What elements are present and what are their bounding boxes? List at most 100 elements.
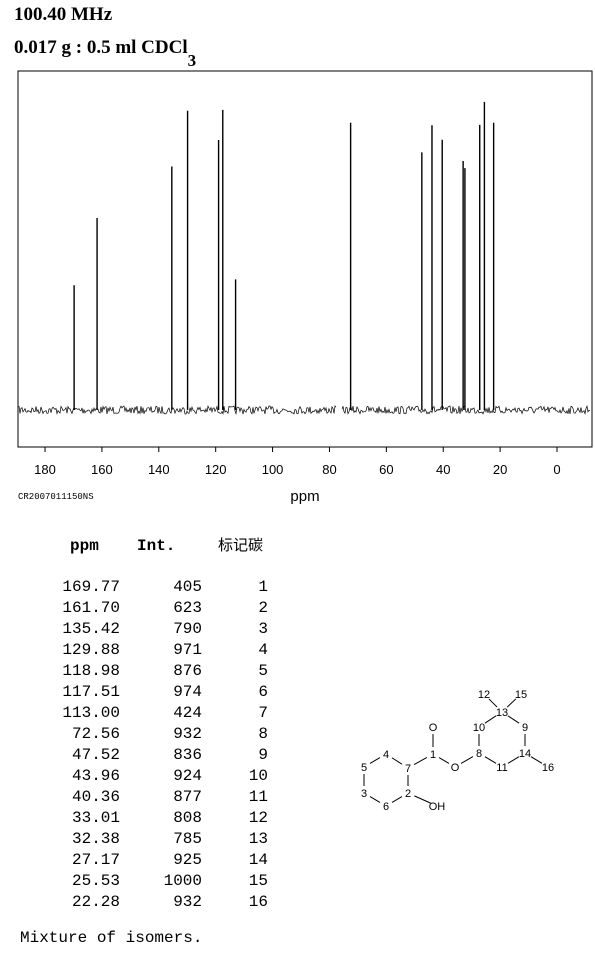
table-cell: 6 <box>258 683 268 701</box>
bond <box>488 698 498 708</box>
table-cell: 40.36 <box>72 788 120 806</box>
table-cell: 1 <box>258 578 268 596</box>
atom-label: 11 <box>496 762 507 774</box>
x-tick-label: 100 <box>262 462 284 477</box>
table-cell: 877 <box>173 788 202 806</box>
table-cell: 33.01 <box>72 809 120 827</box>
bond <box>413 756 428 766</box>
bond <box>438 757 450 764</box>
atom-label: 2 <box>405 788 411 800</box>
atom-label: 3 <box>361 788 367 800</box>
atom-label: 1 <box>430 749 436 761</box>
sample-subscript: 3 <box>188 51 197 70</box>
table-cell: 13 <box>249 830 268 848</box>
column-header: ppm <box>70 537 99 555</box>
x-tick-label: 140 <box>148 462 170 477</box>
atom-label: 14 <box>519 748 531 760</box>
table-cell: 5 <box>258 662 268 680</box>
x-axis-label: ppm <box>290 488 319 505</box>
atom-label: 16 <box>542 762 554 774</box>
bond <box>460 756 474 764</box>
table-cell: 47.52 <box>72 746 120 764</box>
bond <box>507 715 520 724</box>
table-cell: 135.42 <box>62 620 120 638</box>
table-cell: 8 <box>258 725 268 743</box>
note: Mixture of isomers. <box>20 929 202 947</box>
atom-label: 10 <box>473 722 485 734</box>
table-cell: 924 <box>173 767 202 785</box>
x-tick-label: 160 <box>91 462 113 477</box>
table-cell: 405 <box>173 578 202 596</box>
table-cell: 169.77 <box>62 578 120 596</box>
table-cell: 9 <box>258 746 268 764</box>
bond <box>414 795 431 804</box>
table-cell: 161.70 <box>62 599 120 617</box>
table-cell: 32.38 <box>72 830 120 848</box>
atom-label: 6 <box>383 801 389 813</box>
bond <box>530 756 543 764</box>
table-cell: 12 <box>249 809 268 827</box>
x-tick-label: 80 <box>322 462 336 477</box>
table-cell: 22.28 <box>72 893 120 911</box>
x-tick-label: 120 <box>205 462 227 477</box>
table-cell: 836 <box>173 746 202 764</box>
atom-label: 13 <box>496 707 508 719</box>
table-cell: 27.17 <box>72 851 120 869</box>
atom-label: 9 <box>522 722 528 734</box>
table-cell: 785 <box>173 830 202 848</box>
bond <box>484 715 497 724</box>
x-tick-label: 60 <box>379 462 393 477</box>
table-cell: 808 <box>173 809 202 827</box>
table-cell: 25.53 <box>72 872 120 890</box>
table-cell: 117.51 <box>62 683 120 701</box>
atom-label: 15 <box>515 689 527 701</box>
x-tick-label: 40 <box>436 462 450 477</box>
sample: 0.017 g : 0.5 ml CDCl <box>14 37 188 58</box>
baseline-noise <box>18 404 591 415</box>
frequency: 100.40 MHz <box>14 4 113 25</box>
table-cell: 974 <box>173 683 202 701</box>
x-tick-label: 0 <box>553 462 560 477</box>
table-cell: 10 <box>249 767 268 785</box>
table-cell: 14 <box>249 851 268 869</box>
atom-label: O <box>429 722 438 734</box>
table-cell: 113.00 <box>62 704 120 722</box>
plot-frame <box>17 70 593 448</box>
table-cell: 7 <box>258 704 268 722</box>
bond <box>484 756 497 764</box>
table-cell: 2 <box>258 599 268 617</box>
x-tick-label: 180 <box>34 462 56 477</box>
bond <box>369 757 381 764</box>
atom-label: 5 <box>361 762 367 774</box>
table-cell: 971 <box>173 641 202 659</box>
atom-label: O <box>451 762 460 774</box>
table-cell: 790 <box>173 620 202 638</box>
bond <box>506 698 517 708</box>
table-cell: 424 <box>173 704 202 722</box>
table-cell: 925 <box>173 851 202 869</box>
table-cell: 15 <box>249 872 268 890</box>
table-cell: 932 <box>173 725 202 743</box>
table-cell: 72.56 <box>72 725 120 743</box>
x-tick-label: 20 <box>493 462 507 477</box>
column-header: Int. <box>137 537 175 555</box>
table-cell: 623 <box>173 599 202 617</box>
bond <box>507 756 520 764</box>
bond <box>391 757 403 765</box>
table-cell: 16 <box>249 893 268 911</box>
column-header: 标记碳 <box>218 536 263 554</box>
table-cell: 3 <box>258 620 268 638</box>
bond <box>391 796 403 803</box>
table-cell: 4 <box>258 641 268 659</box>
table-cell: 932 <box>173 893 202 911</box>
table-cell: 11 <box>249 788 268 806</box>
table-cell: 1000 <box>164 872 202 890</box>
atom-label: OH <box>429 801 446 813</box>
atom-label: 7 <box>405 763 411 775</box>
atom-label: 8 <box>476 748 482 760</box>
atom-label: 12 <box>478 689 490 701</box>
table-cell: 43.96 <box>72 767 120 785</box>
bond <box>369 796 381 803</box>
table-cell: 129.88 <box>62 641 120 659</box>
